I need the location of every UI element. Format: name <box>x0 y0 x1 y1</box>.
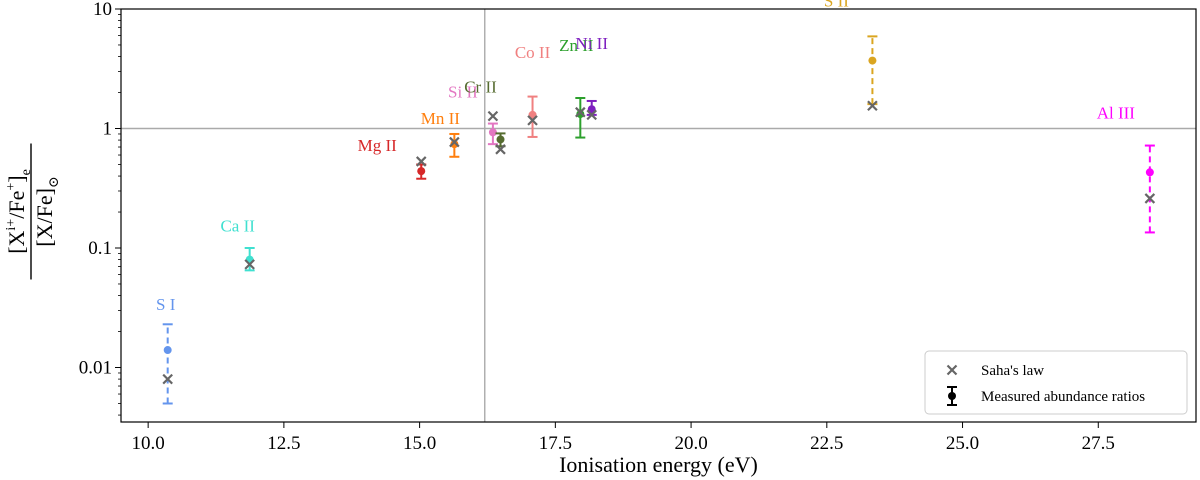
legend-errorbar-marker <box>947 386 957 406</box>
saha-marker <box>1144 193 1156 204</box>
point-co-ii <box>527 95 538 138</box>
reference-lines <box>121 9 1196 422</box>
point-ni-ii <box>586 99 597 121</box>
x-tick-label: 12.5 <box>267 433 300 454</box>
y-axis-label-denominator: [X/Fe]⊙ <box>32 176 62 246</box>
saha-marker <box>487 110 499 122</box>
x-tick-label: 27.5 <box>1082 433 1115 454</box>
y-tick-label: 0.01 <box>79 358 112 379</box>
point-label-s-ii: S II <box>824 0 849 11</box>
saha-marker <box>867 100 878 112</box>
point-label-si-ii: Si II <box>448 82 478 101</box>
measured-marker <box>496 135 505 144</box>
legend-box <box>924 350 1188 415</box>
measured-marker <box>488 128 497 137</box>
measured-marker <box>450 140 459 149</box>
point-ca-ii <box>244 247 255 272</box>
measured-marker <box>576 110 585 119</box>
point-label-al-iii: Al III <box>1097 103 1136 122</box>
point-label-mg-ii: Mg II <box>358 136 398 155</box>
measured-marker <box>587 105 596 114</box>
legend-x-marker <box>946 364 958 376</box>
data-points <box>162 35 1156 405</box>
x-axis-label: Ionisation energy (eV) <box>559 452 758 477</box>
y-tick-label: 0.1 <box>88 238 112 259</box>
legend-errorbar-dot <box>948 392 956 400</box>
y-axis-label-numerator: [Xi+/Fe+]e <box>4 169 34 254</box>
point-mn-ii <box>449 132 460 158</box>
point-label-ni-ii: Ni II <box>575 34 608 53</box>
y-tick-label: 1 <box>103 119 113 140</box>
point-si-ii <box>487 110 499 146</box>
measured-marker <box>1145 168 1154 177</box>
legend-entry-measured: Measured abundance ratios <box>947 386 1145 406</box>
measured-marker <box>868 56 877 65</box>
y-axis-label: [Xi+/Fe+]e [X/Fe]⊙ <box>4 143 62 280</box>
x-tick-label: 15.0 <box>403 433 436 454</box>
legend: Saha's law Measured abundance ratios <box>924 350 1188 415</box>
point-s-ii <box>867 35 878 112</box>
saha-marker <box>586 109 597 121</box>
point-zn-ii <box>575 96 586 139</box>
legend-label-saha: Saha's law <box>981 363 1044 379</box>
saha-marker <box>244 259 255 270</box>
saha-marker <box>575 106 586 118</box>
point-label-ca-ii: Ca II <box>220 217 255 236</box>
legend-label-measured: Measured abundance ratios <box>981 389 1145 405</box>
y-tick-label: 10 <box>93 0 112 20</box>
point-mg-ii <box>415 156 427 180</box>
axis-ticks: 10.0 12.5 15.0 17.5 20.0 22.5 25.0 27.5 0.01 0.1 1… <box>79 0 1115 454</box>
legend-x-stroke <box>946 364 958 376</box>
point-label-co-ii: Co II <box>515 43 551 62</box>
point-label-zn-ii: Zn II <box>559 36 594 55</box>
x-tick-label: 25.0 <box>946 433 979 454</box>
measured-marker <box>417 167 426 176</box>
x-tick-label: 22.5 <box>810 433 843 454</box>
point-s-i <box>162 323 173 405</box>
legend-entry-saha: Saha's law <box>946 363 1044 379</box>
point-label-cr-ii: Cr II <box>464 77 497 96</box>
point-label-s-i: S I <box>156 295 176 314</box>
point-al-iii <box>1144 144 1156 234</box>
x-tick-label: 17.5 <box>539 433 572 454</box>
plot-frame <box>120 8 1197 423</box>
saha-marker <box>415 156 427 167</box>
saha-marker <box>449 136 460 148</box>
point-label-mn-ii: Mn II <box>421 109 461 128</box>
measured-marker <box>163 346 172 355</box>
point-cr-ii <box>495 132 506 155</box>
saha-marker <box>495 144 506 155</box>
saha-marker <box>162 373 173 385</box>
x-tick-label: 10.0 <box>132 433 165 454</box>
x-tick-label: 20.0 <box>674 433 707 454</box>
saha-marker <box>527 115 538 126</box>
